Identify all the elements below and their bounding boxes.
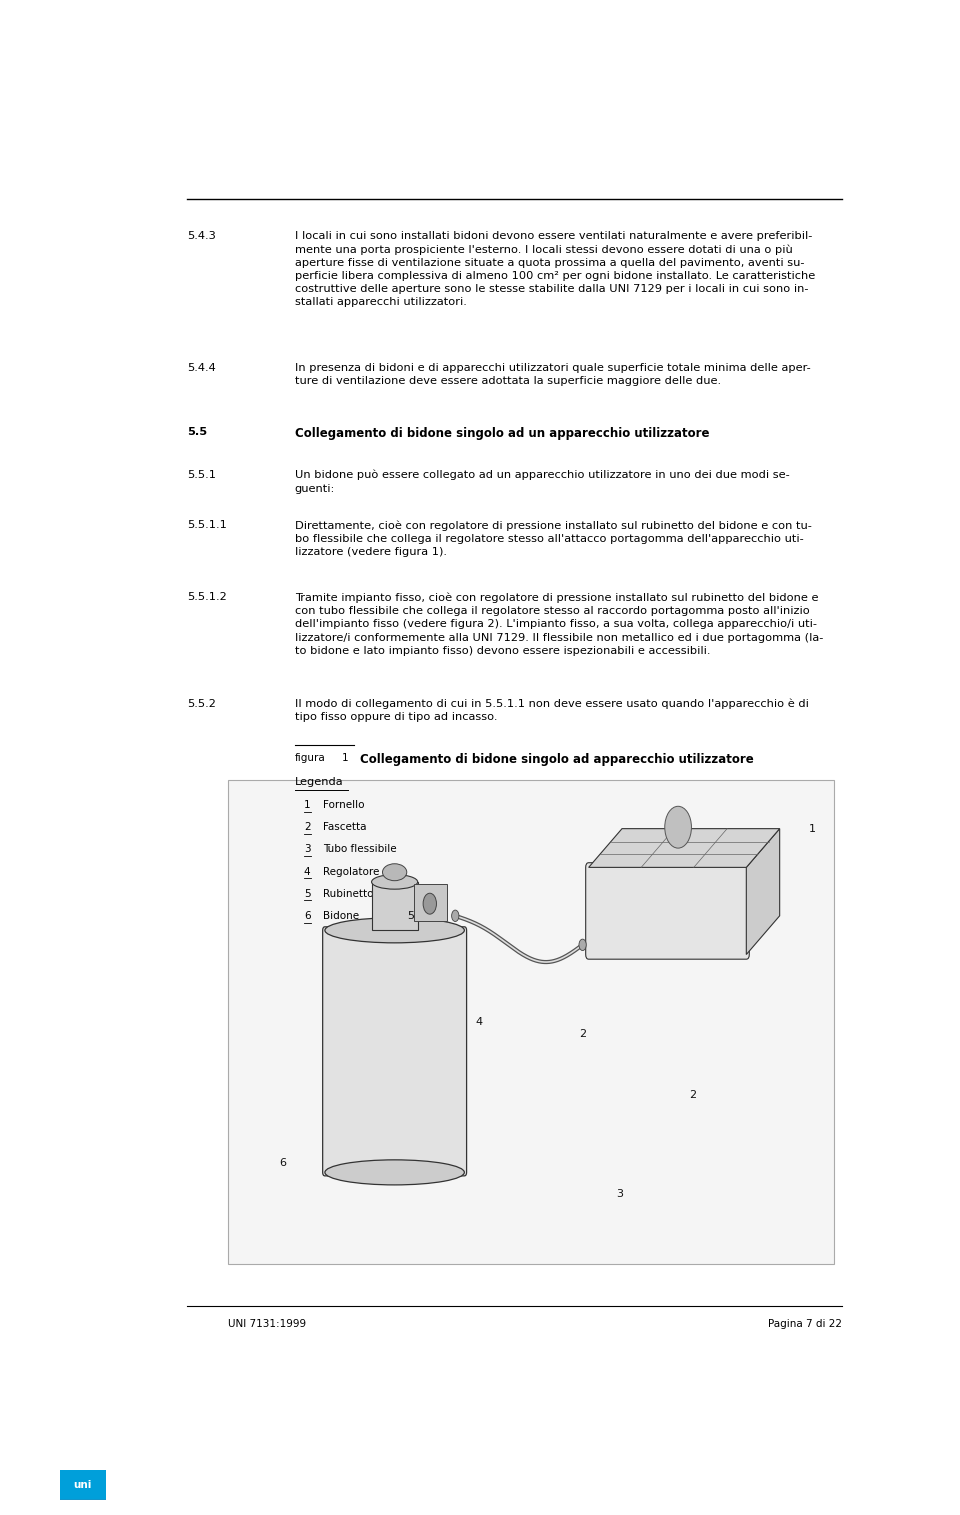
Text: 1: 1	[303, 800, 310, 811]
Ellipse shape	[372, 874, 418, 889]
Text: Pagina 7 di 22: Pagina 7 di 22	[768, 1320, 842, 1329]
Text: 5: 5	[407, 911, 414, 921]
Circle shape	[664, 806, 691, 848]
Text: 6: 6	[303, 911, 310, 921]
Circle shape	[579, 939, 587, 950]
Text: UNI 7131:1999: UNI 7131:1999	[228, 1320, 306, 1329]
Text: 5.5.1.1: 5.5.1.1	[187, 520, 227, 530]
Text: 5.5.1.2: 5.5.1.2	[187, 592, 227, 603]
Text: 2: 2	[580, 1029, 587, 1039]
Polygon shape	[588, 829, 780, 868]
Text: 6: 6	[279, 1157, 286, 1168]
Bar	[414, 885, 447, 921]
Text: In presenza di bidoni e di apparecchi utilizzatori quale superficie totale minim: In presenza di bidoni e di apparecchi ut…	[295, 362, 810, 386]
Text: 5.5.2: 5.5.2	[187, 698, 216, 709]
Text: Collegamento di bidone singolo ad un apparecchio utilizzatore: Collegamento di bidone singolo ad un app…	[295, 427, 709, 439]
Text: 1: 1	[342, 753, 348, 764]
Text: 5.4.4: 5.4.4	[187, 362, 216, 373]
Bar	[372, 882, 418, 930]
Text: 4: 4	[303, 867, 310, 877]
Text: 1: 1	[808, 824, 816, 833]
Circle shape	[451, 911, 459, 921]
Text: 5.5: 5.5	[187, 427, 207, 436]
Text: Regolatore: Regolatore	[324, 867, 379, 877]
Text: 5: 5	[303, 889, 310, 898]
Text: Bidone: Bidone	[324, 911, 359, 921]
Text: Tubo flessibile: Tubo flessibile	[324, 844, 396, 854]
Text: Legenda: Legenda	[295, 777, 344, 786]
Text: Il modo di collegamento di cui in 5.5.1.1 non deve essere usato quando l'apparec: Il modo di collegamento di cui in 5.5.1.…	[295, 698, 808, 723]
Ellipse shape	[324, 1160, 465, 1185]
Bar	[228, 780, 834, 1265]
Text: 5.5.1: 5.5.1	[187, 470, 216, 480]
Text: uni: uni	[73, 1480, 92, 1489]
FancyBboxPatch shape	[586, 862, 750, 959]
Text: figura: figura	[295, 753, 325, 764]
Text: Tramite impianto fisso, cioè con regolatore di pressione installato sul rubinett: Tramite impianto fisso, cioè con regolat…	[295, 592, 824, 656]
Text: 2: 2	[688, 1089, 696, 1100]
Text: I locali in cui sono installati bidoni devono essere ventilati naturalmente e av: I locali in cui sono installati bidoni d…	[295, 230, 815, 308]
Text: 4: 4	[475, 1017, 482, 1027]
Ellipse shape	[382, 864, 407, 880]
Text: Un bidone può essere collegato ad un apparecchio utilizzatore in uno dei due mod: Un bidone può essere collegato ad un app…	[295, 470, 789, 494]
Text: Rubinetto: Rubinetto	[324, 889, 373, 898]
Text: Fascetta: Fascetta	[324, 823, 367, 832]
Polygon shape	[746, 829, 780, 954]
Circle shape	[423, 894, 437, 914]
Text: 3: 3	[616, 1189, 623, 1200]
Text: Fornello: Fornello	[324, 800, 365, 811]
Text: 3: 3	[303, 844, 310, 854]
Text: Collegamento di bidone singolo ad apparecchio utilizzatore: Collegamento di bidone singolo ad appare…	[360, 753, 754, 767]
Text: 5.4.3: 5.4.3	[187, 230, 216, 241]
Text: Direttamente, cioè con regolatore di pressione installato sul rubinetto del bido: Direttamente, cioè con regolatore di pre…	[295, 520, 812, 558]
Ellipse shape	[324, 918, 465, 942]
Text: 2: 2	[303, 823, 310, 832]
FancyBboxPatch shape	[323, 927, 467, 1176]
FancyBboxPatch shape	[59, 1470, 107, 1500]
